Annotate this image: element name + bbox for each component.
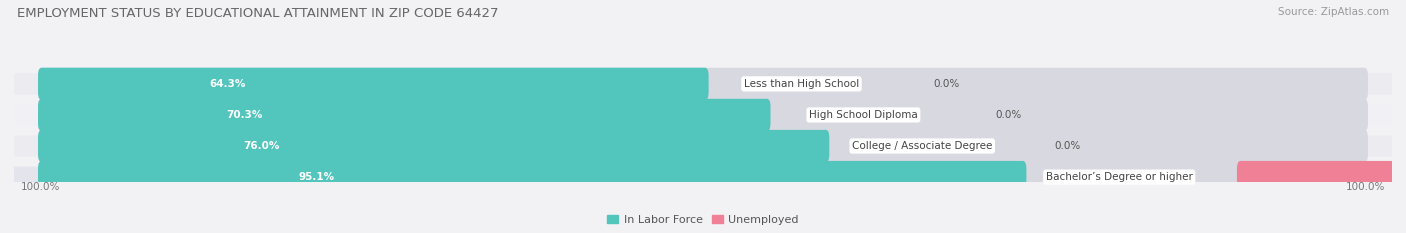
Text: 64.3%: 64.3% — [209, 79, 246, 89]
Text: 95.1%: 95.1% — [298, 172, 335, 182]
FancyBboxPatch shape — [38, 130, 830, 162]
FancyBboxPatch shape — [14, 104, 1392, 126]
FancyBboxPatch shape — [38, 161, 1368, 193]
Text: 0.0%: 0.0% — [995, 110, 1022, 120]
Text: 0.0%: 0.0% — [1054, 141, 1081, 151]
Text: 100.0%: 100.0% — [1346, 182, 1385, 192]
Text: 70.3%: 70.3% — [226, 110, 263, 120]
FancyBboxPatch shape — [1237, 161, 1406, 193]
FancyBboxPatch shape — [38, 68, 1368, 100]
FancyBboxPatch shape — [38, 99, 770, 131]
Legend: In Labor Force, Unemployed: In Labor Force, Unemployed — [603, 210, 803, 229]
Text: College / Associate Degree: College / Associate Degree — [852, 141, 993, 151]
Text: Less than High School: Less than High School — [744, 79, 859, 89]
FancyBboxPatch shape — [38, 68, 709, 100]
Text: High School Diploma: High School Diploma — [808, 110, 918, 120]
FancyBboxPatch shape — [38, 161, 1026, 193]
FancyBboxPatch shape — [14, 167, 1392, 188]
FancyBboxPatch shape — [38, 99, 1368, 131]
Text: EMPLOYMENT STATUS BY EDUCATIONAL ATTAINMENT IN ZIP CODE 64427: EMPLOYMENT STATUS BY EDUCATIONAL ATTAINM… — [17, 7, 498, 20]
Text: 76.0%: 76.0% — [243, 141, 280, 151]
Text: 0.0%: 0.0% — [934, 79, 960, 89]
FancyBboxPatch shape — [14, 73, 1392, 94]
Text: Source: ZipAtlas.com: Source: ZipAtlas.com — [1278, 7, 1389, 17]
Text: 100.0%: 100.0% — [21, 182, 60, 192]
Text: Bachelor’s Degree or higher: Bachelor’s Degree or higher — [1046, 172, 1192, 182]
FancyBboxPatch shape — [14, 135, 1392, 157]
FancyBboxPatch shape — [38, 130, 1368, 162]
